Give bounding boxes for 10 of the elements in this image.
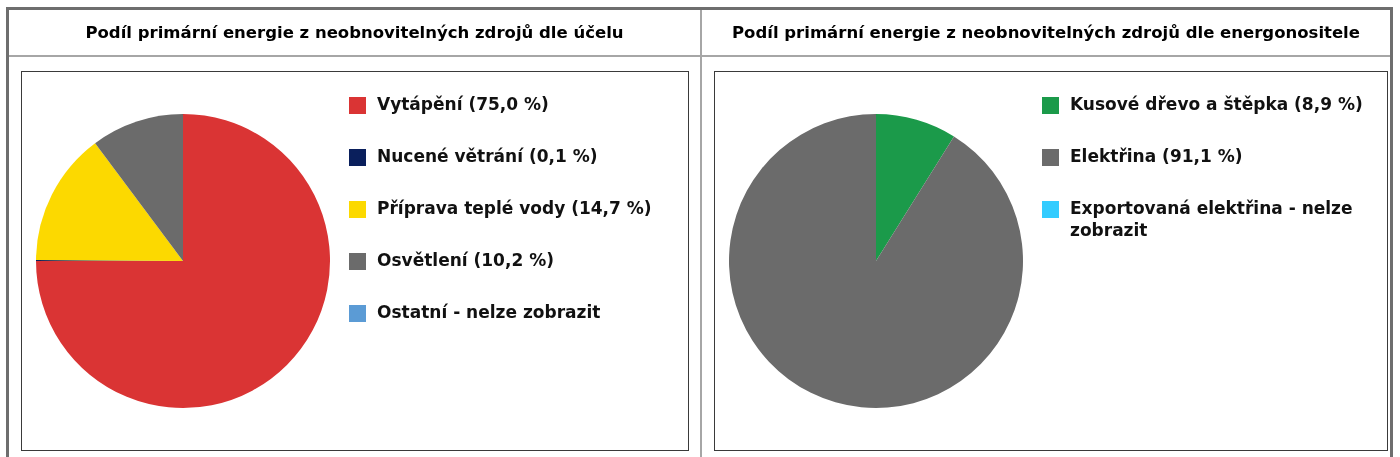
chart-title: Podíl primární energie z neobnovitelných zdrojů dle účelu: [85, 23, 624, 42]
legend-label: Exportovaná elektřina - nelze zobrazit: [1070, 198, 1353, 241]
legend-label: Vytápění (75,0 %): [377, 94, 549, 115]
legend-label: Ostatní - nelze zobrazit: [377, 302, 601, 323]
legend-label: Příprava teplé vody (14,7 %): [377, 198, 652, 219]
legend-label: Kusové dřevo a štěpka (8,9 %): [1070, 94, 1363, 115]
legend-label: Nucené větrání (0,1 %): [377, 146, 598, 167]
legend-label: Osvětlení (10,2 %): [377, 250, 554, 271]
legend-label: Elektřina (91,1 %): [1070, 146, 1243, 167]
chart-title: Podíl primární energie z neobnovitelných zdrojů dle energonositele: [732, 23, 1360, 42]
